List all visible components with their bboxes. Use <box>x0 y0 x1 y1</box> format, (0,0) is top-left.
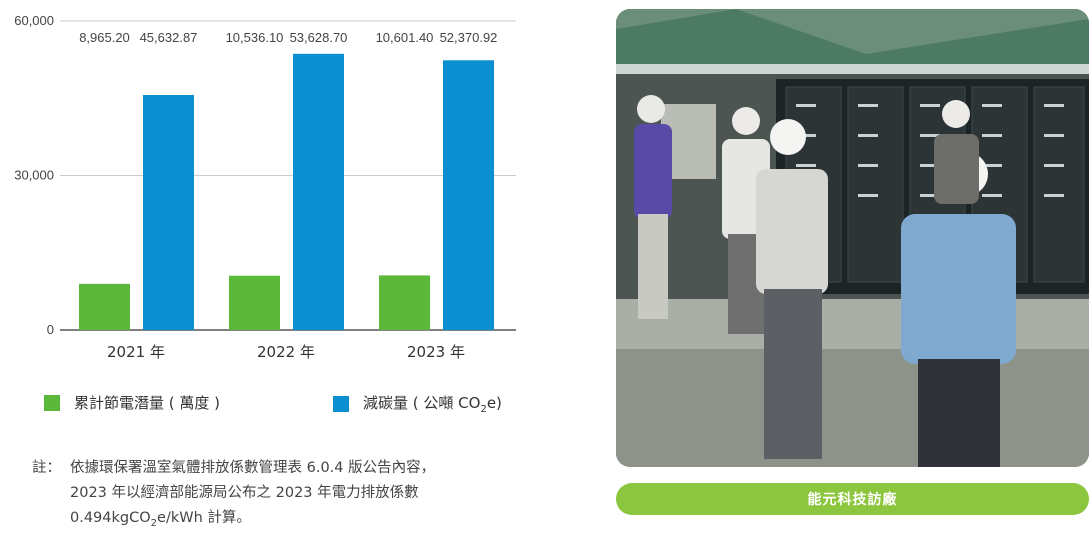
note-line-2: 2023 年以經濟部能源局公布之 2023 年電力排放係數 <box>70 485 419 501</box>
factory-visit-photo <box>616 9 1089 467</box>
y-tick-label: 0 <box>47 322 54 337</box>
bar-chart: 0 30,000 60,000 8,965.20 45,632.87 10,536.10… <box>14 13 516 361</box>
bar-value-labels: 8,965.20 45,632.87 10,536.10 53,628.70 10,60… <box>79 30 497 45</box>
legend-swatch-green <box>44 394 60 411</box>
legend-item-carbon: 減碳量 ( 公噸 CO2e) <box>333 392 502 415</box>
bar-energy <box>379 275 430 330</box>
x-axis-categories: 2021 年 2022 年 2023 年 <box>107 343 465 361</box>
bar-label-carbon: 53,628.70 <box>290 30 348 45</box>
legend-label-carbon: 減碳量 ( 公噸 CO2e) <box>363 394 502 415</box>
bar-label-carbon: 52,370.92 <box>440 30 498 45</box>
note-line-1: 依據環保署溫室氣體排放係數管理表 6.0.4 版公告內容， <box>70 460 436 476</box>
bar-label-carbon: 45,632.87 <box>140 30 198 45</box>
bar-energy <box>229 275 280 330</box>
bar-label-energy: 10,536.10 <box>226 30 284 45</box>
legend-item-energy: 累計節電潛量 ( 萬度 ) <box>44 392 220 413</box>
gridlines <box>60 20 516 331</box>
bar-carbon <box>143 94 194 330</box>
bar-label-energy: 8,965.20 <box>79 30 130 45</box>
x-category-label: 2022 年 <box>257 343 315 361</box>
y-tick-label: 30,000 <box>14 168 54 183</box>
bar-energy <box>79 283 130 330</box>
photo-illustration <box>616 9 1089 467</box>
bar-label-energy: 10,601.40 <box>376 30 434 45</box>
note-line-3: 0.494kgCO2e/kWh 計算。 <box>70 510 251 529</box>
legend-label-energy: 累計節電潛量 ( 萬度 ) <box>74 394 221 412</box>
people-silhouettes <box>634 95 1016 467</box>
bar-carbon <box>443 60 494 330</box>
y-axis-ticks: 0 30,000 60,000 <box>14 13 54 337</box>
footnote: 註： 依據環保署溫室氣體排放係數管理表 6.0.4 版公告內容， 2023 年以經… <box>32 456 572 536</box>
y-tick-label: 60,000 <box>14 13 54 28</box>
x-category-label: 2021 年 <box>107 343 165 361</box>
bar-carbon <box>293 53 344 330</box>
note-prefix: 註： <box>32 460 61 476</box>
photo-caption: 能元科技訪廠 <box>616 483 1089 515</box>
bars <box>79 53 494 330</box>
legend-swatch-blue <box>333 395 349 412</box>
x-category-label: 2023 年 <box>407 343 465 361</box>
